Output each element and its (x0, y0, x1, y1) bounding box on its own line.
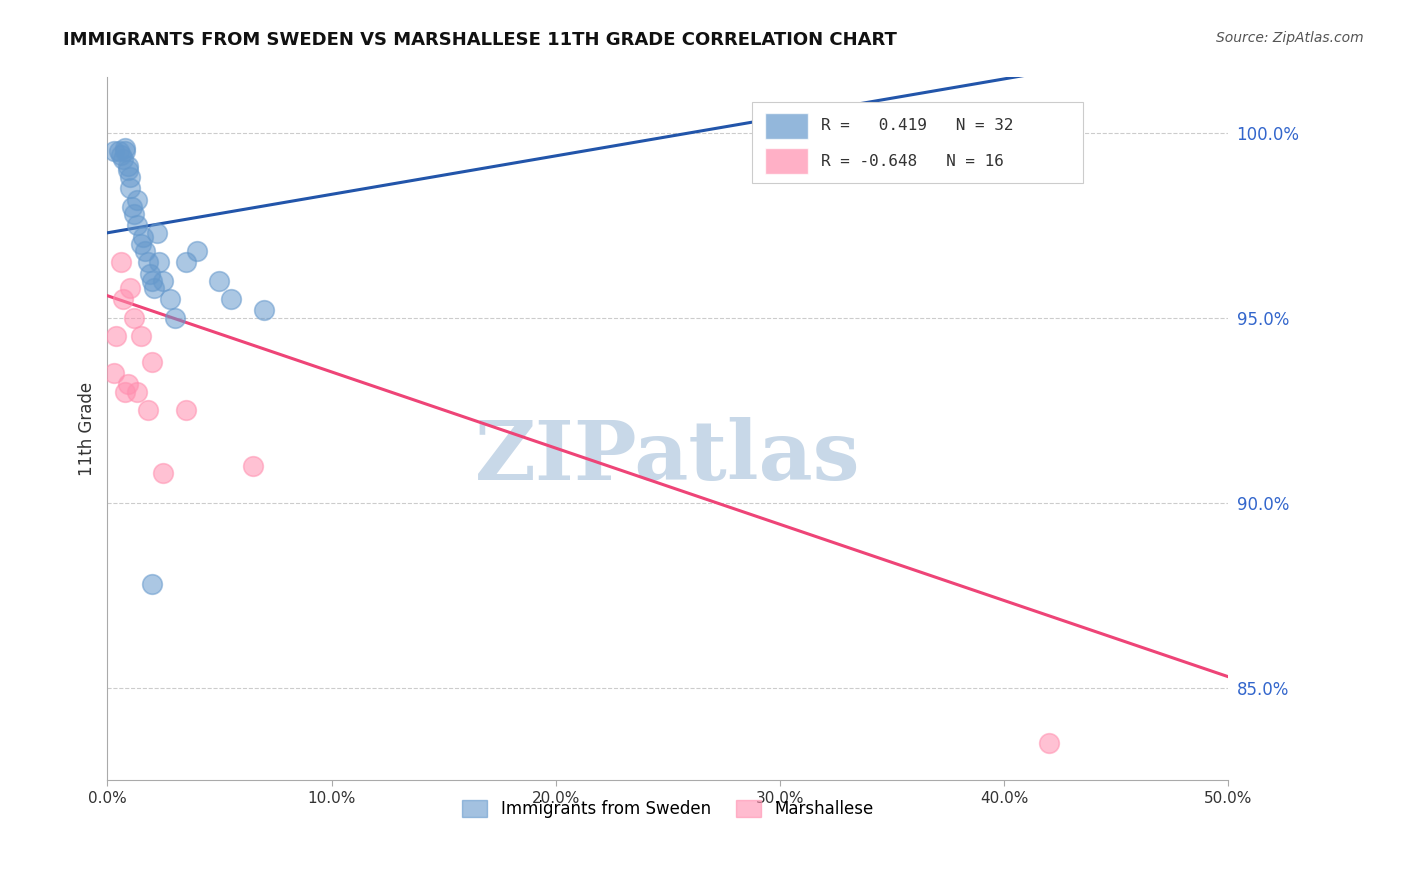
Point (124, 207, 146, 221)
Text: R =   0.419   N = 32: R = 0.419 N = 32 (821, 119, 1014, 134)
Point (134, 244, 156, 259)
Point (129, 236, 152, 251)
Point (141, 355, 163, 369)
Point (145, 226, 167, 240)
Point (141, 577, 163, 591)
Point (163, 310, 186, 325)
Point (114, 145, 136, 159)
Point (124, 310, 146, 325)
Bar (765, 112, 808, 139)
Text: Source: ZipAtlas.com: Source: ZipAtlas.com (1216, 31, 1364, 45)
Point (110, 148, 132, 162)
Point (136, 255, 159, 269)
Point (125, 219, 148, 233)
Point (186, 244, 208, 259)
Point (208, 274, 231, 288)
Text: ZIPatlas: ZIPatlas (475, 417, 860, 497)
Point (118, 170, 141, 185)
Bar (765, 148, 808, 175)
Text: IMMIGRANTS FROM SWEDEN VS MARSHALLESE 11TH GRADE CORRELATION CHART: IMMIGRANTS FROM SWEDEN VS MARSHALLESE 11… (63, 31, 897, 49)
Point (152, 274, 174, 288)
Point (125, 193, 148, 207)
Point (103, 145, 125, 159)
Point (139, 267, 162, 281)
Point (148, 255, 170, 269)
Point (105, 329, 128, 343)
Point (132, 229, 155, 244)
FancyBboxPatch shape (752, 102, 1083, 183)
Point (152, 467, 174, 481)
Point (114, 141, 136, 155)
Point (174, 403, 197, 417)
Point (129, 329, 152, 343)
Point (143, 281, 166, 295)
Point (117, 377, 139, 392)
Point (125, 384, 148, 399)
Point (112, 293, 135, 307)
Point (121, 200, 143, 214)
Point (242, 458, 264, 473)
Point (253, 303, 276, 318)
Point (114, 384, 136, 399)
Point (1038, 736, 1060, 750)
Point (118, 281, 141, 295)
Point (117, 159, 139, 173)
Point (174, 255, 197, 269)
Legend: Immigrants from Sweden, Marshallese: Immigrants from Sweden, Marshallese (456, 793, 880, 825)
Point (141, 274, 163, 288)
Point (136, 403, 159, 417)
Point (117, 162, 139, 177)
Point (112, 152, 135, 166)
Point (107, 145, 129, 159)
Point (118, 181, 141, 195)
Point (110, 255, 132, 269)
Point (103, 367, 125, 381)
Y-axis label: 11th Grade: 11th Grade (79, 382, 96, 476)
Text: R = -0.648   N = 16: R = -0.648 N = 16 (821, 153, 1004, 169)
Point (159, 293, 181, 307)
Point (219, 293, 242, 307)
